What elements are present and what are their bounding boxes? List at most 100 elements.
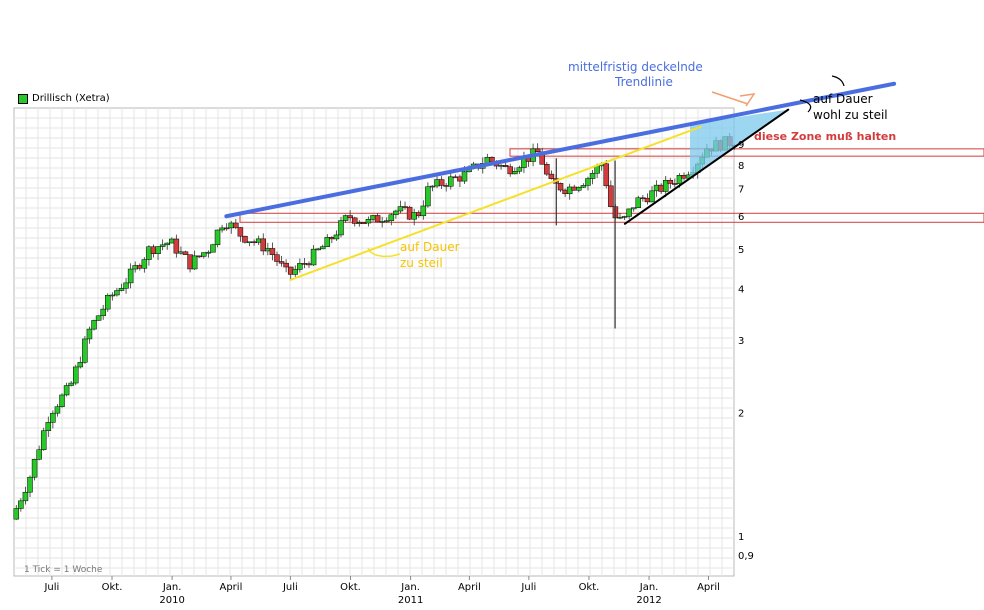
- candle-body: [429, 185, 436, 188]
- candle-body: [141, 259, 148, 269]
- x-tick-label: Jan.: [162, 582, 182, 593]
- candle-body: [187, 254, 193, 270]
- y-tick-label: 3: [738, 336, 744, 347]
- candle-body: [548, 173, 555, 179]
- candle-body: [425, 186, 431, 207]
- x-year-label: 2012: [636, 595, 661, 606]
- candle-body: [45, 422, 52, 431]
- candle-body: [178, 251, 184, 254]
- x-tick-label: Jan.: [639, 582, 659, 593]
- candle-body: [324, 237, 331, 247]
- candle-body: [182, 251, 189, 255]
- candle-body: [164, 242, 170, 246]
- y-tick-label: 6: [738, 212, 744, 223]
- candle-body: [338, 220, 344, 236]
- trendline: [224, 81, 897, 219]
- candle-body: [54, 406, 61, 414]
- candle-body: [242, 235, 248, 243]
- candle-body: [105, 295, 111, 310]
- candle-body: [370, 215, 376, 220]
- candle-body: [402, 206, 408, 208]
- annotation-black-line1: auf Dauer: [813, 92, 873, 106]
- candle-body: [603, 163, 610, 187]
- candle-body: [342, 215, 349, 221]
- candle-body: [489, 156, 495, 162]
- x-tick-label: April: [697, 582, 720, 593]
- candle-body: [310, 248, 317, 266]
- candle-body: [383, 220, 390, 222]
- candle-body: [36, 449, 42, 460]
- y-tick-label: 1: [738, 532, 744, 543]
- y-tick-label: 7: [738, 185, 744, 196]
- candle-body: [297, 263, 303, 270]
- x-tick-label: Juli: [43, 582, 59, 593]
- candle-body: [13, 508, 20, 520]
- candle-body: [630, 207, 637, 210]
- x-axis-ticks: Juli Okt. Jan. 2010 April Juli Okt. Jan. 2011 Apr…: [43, 576, 720, 606]
- candle-body: [621, 216, 628, 218]
- candle-body: [59, 394, 65, 407]
- candle-body: [580, 185, 587, 188]
- candle-body: [658, 184, 664, 192]
- candle-body: [329, 237, 335, 240]
- candle-body: [461, 171, 468, 182]
- candle-body: [196, 255, 202, 258]
- candle-body: [589, 172, 596, 179]
- candle-body: [438, 179, 445, 186]
- legend-swatch: [18, 93, 28, 104]
- candle-body: [557, 183, 564, 191]
- candle-body: [22, 491, 29, 502]
- candle-body: [219, 227, 225, 231]
- candle-body: [223, 227, 230, 230]
- candle-body: [649, 190, 655, 203]
- candle-body: [40, 430, 47, 450]
- annotation-zone: diese Zone muß halten: [754, 130, 896, 143]
- annotation-blue-line1: mittelfristig deckelnde: [568, 60, 703, 74]
- candle-body: [333, 234, 340, 240]
- support-zones: [239, 148, 984, 223]
- candle-body: [201, 252, 207, 257]
- candle-body: [109, 294, 116, 297]
- candle-body: [452, 176, 459, 179]
- y-tick-label: 9: [738, 140, 744, 151]
- candle-body: [68, 382, 74, 386]
- candle-body: [562, 189, 568, 195]
- candle-body: [319, 246, 326, 250]
- y-tick-label: 8: [738, 161, 744, 172]
- candle-body: [507, 166, 513, 175]
- candle-body: [640, 197, 646, 200]
- candle-body: [448, 176, 454, 187]
- trendline: [289, 125, 702, 281]
- candle-body: [132, 265, 138, 270]
- tick-note: 1 Tick = 1 Woche: [24, 565, 103, 575]
- candle-body: [608, 185, 614, 207]
- trendline: [623, 108, 790, 225]
- x-tick-label: Juli: [520, 582, 536, 593]
- chart-title: Drillisch (Xetra): [32, 93, 110, 104]
- candle-body: [265, 248, 271, 252]
- candle-body: [127, 268, 134, 284]
- y-tick-label: 0,9: [738, 551, 754, 562]
- candle-body: [63, 385, 70, 396]
- black-pointer: [799, 99, 812, 113]
- candle-body: [498, 165, 504, 167]
- candle-body: [50, 412, 56, 423]
- candle-body: [72, 366, 79, 384]
- candle-body: [260, 238, 267, 252]
- candle-body: [406, 206, 413, 220]
- candle-body: [155, 246, 161, 254]
- candle-body: [18, 500, 24, 509]
- y-axis-ticks: 0,9 1 2 3 4 5 6 7 8 9: [738, 140, 754, 562]
- candle-body: [434, 179, 440, 187]
- candle-body: [95, 315, 102, 321]
- x-tick-label: Jan.: [400, 582, 420, 593]
- candle-body: [416, 212, 422, 217]
- candle-body: [278, 261, 285, 264]
- candle-body: [667, 179, 674, 184]
- candle-body: [292, 269, 299, 275]
- candle-body: [77, 362, 84, 368]
- candle-body: [301, 263, 308, 265]
- candle-body: [191, 255, 198, 270]
- projection-arrow: [711, 91, 749, 105]
